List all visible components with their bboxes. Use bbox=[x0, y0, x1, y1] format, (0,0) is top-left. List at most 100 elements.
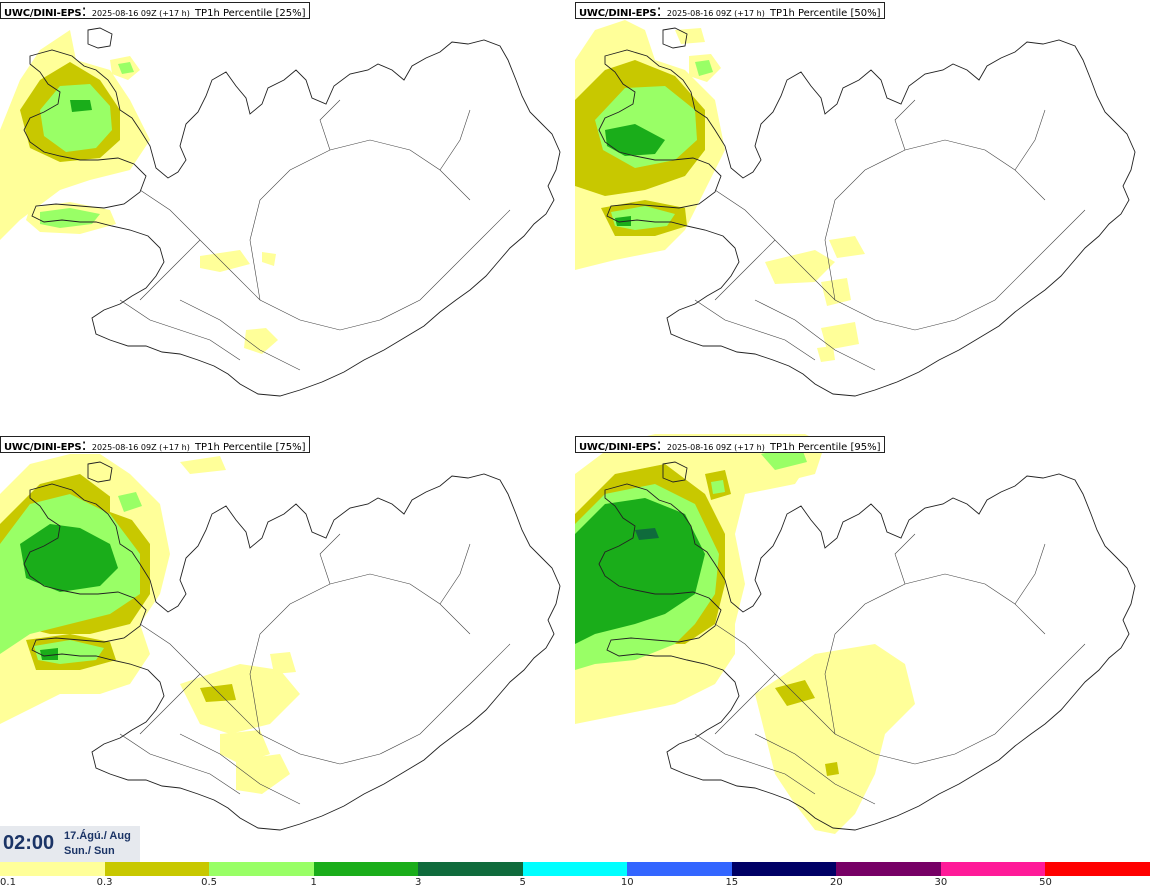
legend-swatch bbox=[0, 862, 105, 876]
precip-contour bbox=[835, 750, 861, 774]
precip-contour bbox=[40, 208, 100, 228]
road-line bbox=[824, 139, 1046, 301]
precip-contour bbox=[765, 250, 835, 284]
coastline bbox=[23, 461, 561, 831]
precip-contour bbox=[270, 652, 296, 674]
road-line bbox=[249, 139, 471, 301]
map-panel-p75: UWC/DINI-EPS: 2025-08-16 09Z (+17 h) TP1… bbox=[0, 434, 575, 866]
legend-swatch bbox=[209, 862, 314, 876]
road-line bbox=[139, 239, 201, 301]
road-line bbox=[179, 733, 301, 805]
coastline-path bbox=[598, 27, 1136, 397]
precip-contour bbox=[605, 124, 665, 156]
road-line bbox=[139, 189, 511, 331]
coastline bbox=[598, 27, 1136, 397]
road-line bbox=[439, 109, 471, 171]
precip-contour bbox=[821, 322, 859, 350]
road-line bbox=[179, 299, 301, 371]
precip-contour bbox=[20, 524, 118, 592]
legend-swatch bbox=[1045, 862, 1150, 876]
precip-field bbox=[575, 434, 915, 834]
precip-contour bbox=[220, 730, 270, 764]
precip-contour bbox=[118, 492, 142, 512]
precip-contour bbox=[244, 328, 278, 354]
legend-swatch bbox=[418, 862, 523, 876]
precip-field bbox=[575, 20, 865, 362]
road-line bbox=[1014, 109, 1046, 171]
legend-label: 1 bbox=[310, 877, 317, 888]
precip-contour bbox=[262, 252, 276, 266]
iceland-map bbox=[575, 20, 1136, 397]
precip-contour bbox=[70, 100, 92, 112]
precip-field bbox=[0, 30, 278, 354]
panel-title: UWC/DINI-EPS: 2025-08-16 09Z (+17 h) TP1… bbox=[0, 2, 310, 19]
legend-swatch bbox=[104, 862, 210, 876]
road-line bbox=[319, 533, 341, 585]
legend-label: 15 bbox=[725, 877, 739, 888]
legend-label: 20 bbox=[829, 877, 843, 888]
legend-label: 0.1 bbox=[0, 877, 16, 888]
road-line bbox=[439, 543, 471, 605]
precip-contour bbox=[236, 754, 290, 794]
road-line bbox=[694, 299, 816, 361]
coastline bbox=[23, 27, 561, 397]
legend-swatch bbox=[522, 862, 628, 876]
precip-contour bbox=[635, 528, 659, 540]
map-panel-p25: UWC/DINI-EPS: 2025-08-16 09Z (+17 h) TP1… bbox=[0, 0, 575, 432]
valid-date: 17.Ágú./ Aug bbox=[64, 830, 131, 842]
valid-time: 02:00 bbox=[3, 832, 55, 854]
precip-contour bbox=[40, 648, 58, 660]
panel-title: UWC/DINI-EPS: 2025-08-16 09Z (+17 h) TP1… bbox=[575, 436, 885, 453]
road-line bbox=[119, 733, 241, 795]
legend-color-bar bbox=[0, 862, 1150, 876]
precip-contour bbox=[615, 216, 631, 226]
precip-contour bbox=[200, 684, 236, 702]
iceland-map bbox=[575, 434, 1136, 834]
precip-contour bbox=[875, 660, 905, 690]
legend-label: 3 bbox=[414, 877, 422, 888]
legend-label: 50 bbox=[1039, 877, 1052, 888]
legend-label: 5 bbox=[519, 877, 526, 888]
legend-swatch bbox=[940, 862, 1046, 876]
precip-contour bbox=[821, 278, 851, 306]
road-line bbox=[119, 299, 241, 361]
road-line bbox=[894, 533, 916, 585]
road-line bbox=[139, 623, 511, 765]
coastline-path bbox=[23, 461, 561, 831]
road-line bbox=[1014, 543, 1046, 605]
legend-swatch bbox=[836, 862, 941, 876]
legend-label: 10 bbox=[620, 877, 634, 888]
precip-contour bbox=[575, 498, 705, 644]
panel-title: UWC/DINI-EPS: 2025-08-16 09Z (+17 h) TP1… bbox=[0, 436, 310, 453]
coastline-path bbox=[23, 27, 561, 397]
road-line bbox=[754, 299, 876, 371]
road-line bbox=[694, 733, 816, 795]
legend-swatch bbox=[731, 862, 837, 876]
iceland-map bbox=[0, 454, 561, 831]
coastline bbox=[598, 461, 1136, 831]
road-line bbox=[714, 239, 776, 301]
precip-contour bbox=[829, 236, 865, 258]
precip-contour bbox=[118, 62, 134, 74]
coastline-path bbox=[598, 461, 1136, 831]
map-panel-p95: UWC/DINI-EPS: 2025-08-16 09Z (+17 h) TP1… bbox=[575, 434, 1150, 866]
legend-swatch bbox=[627, 862, 732, 876]
precip-contour bbox=[825, 762, 839, 776]
valid-weekday: Sun./ Sun bbox=[64, 845, 115, 857]
precip-contour bbox=[711, 480, 725, 494]
road-line bbox=[714, 189, 1086, 331]
precip-contour bbox=[200, 250, 250, 272]
precip-contour bbox=[775, 680, 815, 706]
precip-contour bbox=[40, 84, 112, 152]
legend-label: 0.3 bbox=[96, 877, 113, 888]
road-line bbox=[894, 99, 916, 151]
road-line bbox=[139, 673, 201, 735]
precip-contour bbox=[180, 664, 300, 734]
road-line bbox=[319, 99, 341, 151]
precip-field bbox=[0, 454, 300, 794]
road-line bbox=[754, 733, 876, 805]
road-line bbox=[714, 623, 1086, 765]
panel-title: UWC/DINI-EPS: 2025-08-16 09Z (+17 h) TP1… bbox=[575, 2, 885, 19]
precip-contour bbox=[180, 456, 226, 474]
legend-swatch bbox=[313, 862, 419, 876]
